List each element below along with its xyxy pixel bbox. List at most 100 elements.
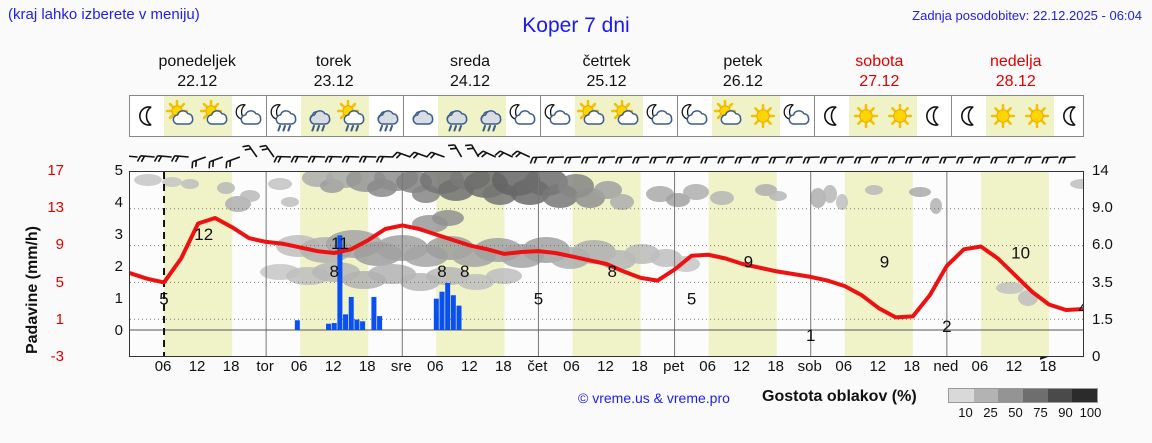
day-header-2: sreda 24.12	[402, 52, 538, 94]
day-name: torek	[315, 53, 352, 70]
x-tick-label-18: 18	[767, 358, 785, 375]
svg-text:9: 9	[744, 253, 753, 272]
moon-cloud-icon	[643, 96, 677, 136]
cloud-rain-icon	[438, 96, 472, 136]
x-tick-label-6: 18	[358, 358, 376, 375]
prec-tick-1: 4	[114, 194, 123, 211]
svg-text:10: 10	[1011, 243, 1030, 262]
moon-icon	[952, 96, 986, 136]
sun-icon	[1020, 96, 1054, 136]
x-tick-label-0: 06	[154, 358, 172, 375]
temp-tick-1: 13	[47, 199, 64, 217]
x-tick-label-3: tor	[256, 358, 274, 375]
icon-day-group-5	[815, 96, 952, 136]
svg-text:2: 2	[942, 317, 951, 336]
location-picker-note[interactable]: (kraj lahko izberete v meniju)	[8, 6, 200, 23]
temp-tick-2: 9	[55, 236, 64, 254]
sun-cloud-icon	[609, 96, 643, 136]
day-date: 26.12	[722, 73, 763, 90]
x-tick-label-1: 12	[188, 358, 206, 375]
day-header-5: sobota 27.12	[811, 52, 947, 94]
day-date: 24.12	[450, 73, 491, 90]
prec-tick-3: 2	[114, 258, 123, 275]
svg-text:5: 5	[159, 289, 168, 308]
sun-cloud-icon	[198, 96, 232, 136]
x-tick-label-10: 18	[495, 358, 512, 375]
x-tick-label-16: 06	[699, 358, 716, 375]
day-date: 22.12	[177, 73, 218, 90]
x-tick-label-14: 18	[631, 358, 648, 375]
cloud-density-tick-1: 25	[983, 405, 998, 420]
moon-icon	[130, 96, 164, 136]
x-tick-label-4: 06	[290, 358, 308, 375]
day-name: sreda	[450, 53, 491, 70]
cloud-density-tick-2: 50	[1008, 405, 1023, 420]
svg-text:9: 9	[880, 253, 889, 272]
day-header-6: nedelja 28.12	[948, 52, 1084, 94]
cloud-rain-icon	[369, 96, 403, 136]
day-header-0: ponedeljek 22.12	[129, 52, 265, 94]
prec-tick-2: 3	[114, 226, 123, 243]
cloud-density-step-5	[1072, 389, 1098, 402]
x-tick-label-19: sob	[797, 358, 822, 375]
wind-barb-strip	[129, 137, 1084, 171]
icon-day-group-4	[678, 96, 815, 136]
prec-tick-0: 5	[114, 162, 123, 179]
cloud-tick-0: 14	[1092, 162, 1109, 179]
sun-cloud-icon	[575, 96, 609, 136]
copyright-link[interactable]: © vreme.us & vreme.pro	[578, 390, 730, 406]
svg-text:8: 8	[329, 262, 338, 281]
sun-icon	[849, 96, 883, 136]
day-date: 23.12	[313, 73, 354, 90]
prec-tick-4: 1	[114, 290, 123, 307]
cloud-density-step-2	[998, 389, 1024, 402]
day-header-4: petek 26.12	[675, 52, 811, 94]
day-name: sobota	[855, 53, 904, 70]
cloud-density-step-3	[1023, 389, 1048, 402]
icon-day-group-3	[541, 96, 678, 136]
x-tick-label-9: 12	[461, 358, 478, 375]
cloud-icon	[404, 96, 438, 136]
page-title: Koper 7 dni	[522, 14, 630, 37]
day-name: petek	[723, 53, 763, 70]
svg-text:1: 1	[806, 326, 815, 345]
sun-icon	[746, 96, 780, 136]
x-tick-label-5: 12	[324, 358, 342, 375]
cloud-density-tick-5: 100	[1079, 405, 1102, 420]
day-header-1: torek 23.12	[265, 52, 401, 94]
x-tick-label-23: ned	[933, 358, 959, 375]
moon-icon	[815, 96, 849, 136]
day-name: četrtek	[582, 53, 631, 70]
svg-text:5: 5	[534, 289, 543, 308]
temp-tick-5: -3	[50, 348, 64, 365]
cloud-density-step-0	[949, 389, 974, 402]
sun-cloud-rain-icon	[335, 96, 369, 136]
last-update-text: Zadnja posodobitev: 22.12.2025 - 06:04	[912, 8, 1142, 23]
weather-icon-strip	[129, 95, 1084, 137]
main-plot: 512811885859192104	[129, 171, 1084, 357]
cloud-density-tick-4: 90	[1058, 405, 1073, 420]
sun-cloud-icon	[712, 96, 746, 136]
cloud-density-tick-3: 75	[1033, 405, 1048, 420]
x-tick-label-17: 12	[733, 358, 750, 375]
temp-tick-3: 5	[55, 273, 64, 291]
day-date: 28.12	[995, 73, 1036, 90]
moon-cloud-icon	[678, 96, 712, 136]
x-tick-label-7: sre	[390, 358, 412, 375]
day-header-3: četrtek 25.12	[538, 52, 674, 94]
svg-text:8: 8	[460, 262, 469, 281]
cloud-density-step-4	[1047, 389, 1073, 402]
day-name: nedelja	[989, 53, 1042, 70]
moon-icon	[1054, 96, 1088, 136]
x-tick-label-2: 18	[222, 358, 240, 375]
x-tick-label-22: 18	[903, 358, 921, 375]
cloud-density-legend-title: Gostota oblakov (%)	[762, 388, 917, 405]
x-tick-label-21: 12	[869, 358, 887, 375]
cloud-density-tick-0: 10	[958, 405, 973, 420]
x-tick-label-13: 12	[597, 358, 614, 375]
moon-cloud-icon	[506, 96, 540, 136]
cloud-density-gradient-bar	[948, 388, 1098, 403]
cloud-rain-icon	[301, 96, 335, 136]
moon-cloud-icon	[541, 96, 575, 136]
cloud-tick-2: 6.0	[1092, 236, 1113, 254]
